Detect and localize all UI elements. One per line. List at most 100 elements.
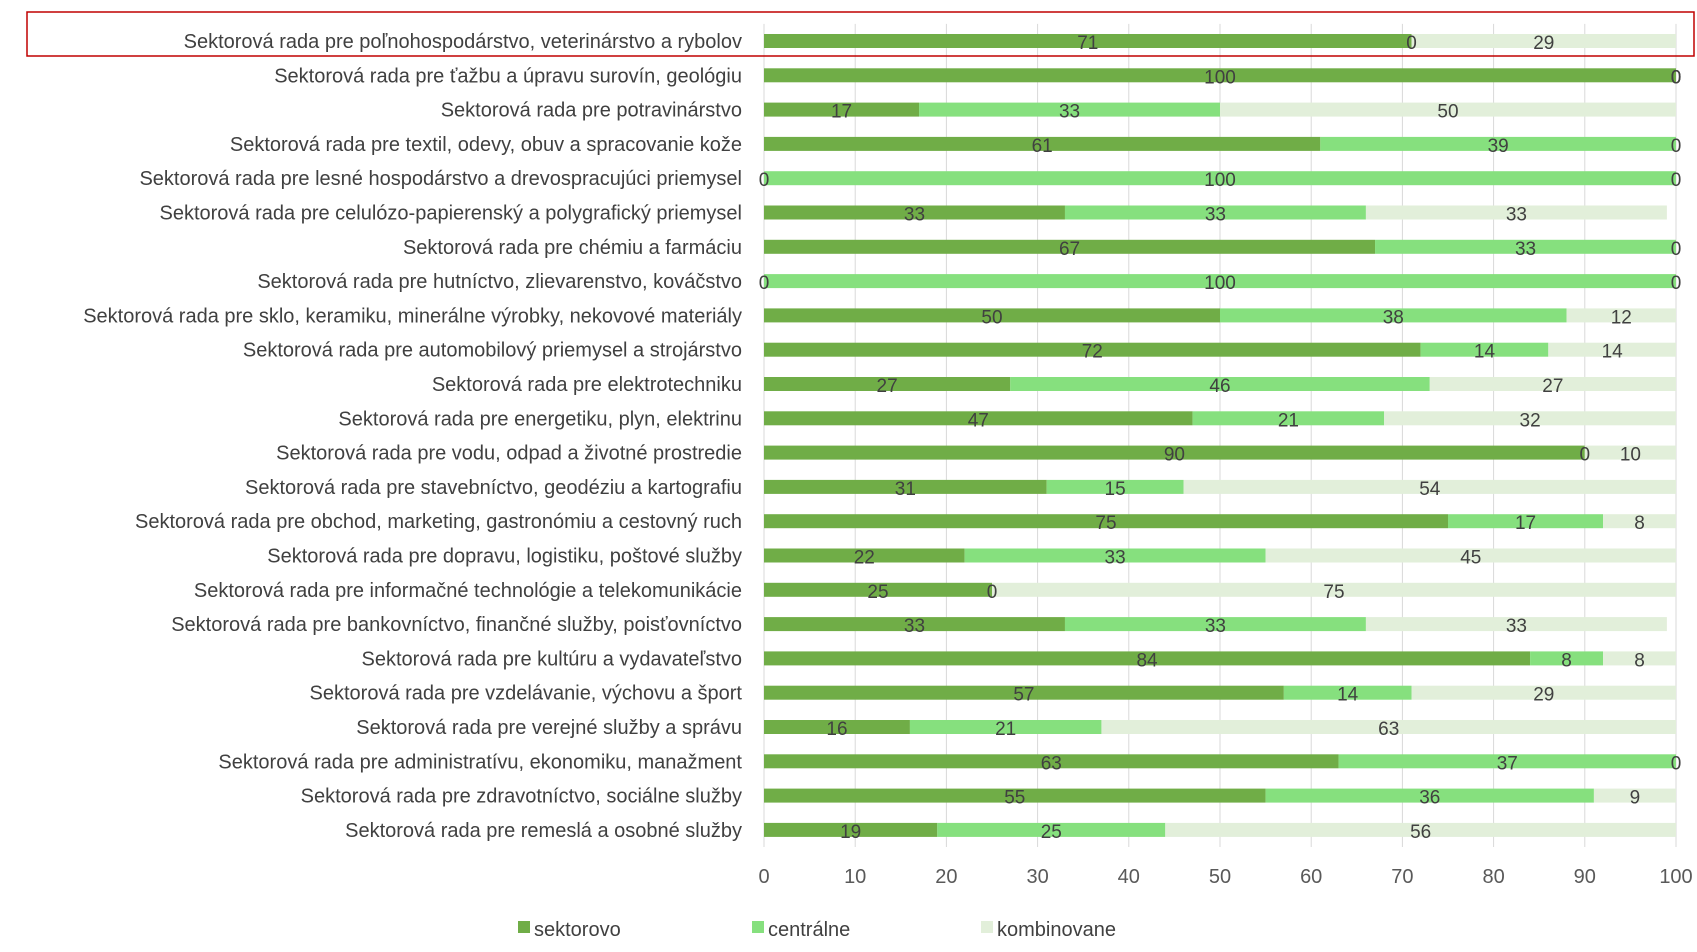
bar-segment: [937, 822, 1166, 837]
data-label: 0: [987, 582, 998, 603]
x-tick-label: 100: [1659, 866, 1692, 888]
bar-segment: [1593, 788, 1676, 803]
data-label: 38: [1383, 307, 1404, 328]
bar-segment: [764, 617, 1065, 632]
legend-swatch: [518, 921, 530, 933]
bar-segment: [1548, 342, 1676, 357]
data-label: 54: [1419, 479, 1441, 500]
bar-segment: [1338, 754, 1676, 769]
category-label: Sektorová rada pre textil, odevy, obuv a…: [230, 134, 742, 156]
data-label: 37: [1497, 753, 1518, 774]
legend-swatch: [752, 921, 764, 933]
bar-segment: [1566, 308, 1676, 323]
bar-segment: [1283, 685, 1412, 700]
bar-segment: [764, 308, 1220, 323]
data-label: 29: [1533, 685, 1554, 706]
bar-segment: [1365, 205, 1667, 220]
data-label: 0: [1406, 33, 1417, 54]
data-label: 33: [1506, 616, 1527, 637]
category-label: Sektorová rada pre poľnohospodárstvo, ve…: [184, 31, 742, 53]
data-label: 33: [1506, 205, 1527, 226]
category-labels: Sektorová rada pre poľnohospodárstvo, ve…: [83, 31, 742, 842]
data-label: 25: [867, 582, 888, 603]
bar-segment: [764, 34, 1412, 48]
data-label: 33: [1515, 239, 1536, 260]
bar-segment: [1411, 685, 1676, 700]
data-label: 100: [1204, 170, 1236, 191]
x-tick-label: 50: [1209, 866, 1231, 888]
bar-segment: [764, 68, 1676, 83]
bars: [764, 34, 1676, 837]
data-label: 33: [1059, 102, 1080, 123]
grid-lines: [763, 23, 1677, 848]
bar-segment: [919, 102, 1220, 117]
category-label: Sektorová rada pre zdravotníctvo, sociál…: [301, 786, 742, 808]
data-label: 75: [1323, 582, 1344, 603]
data-label: 33: [904, 205, 925, 226]
x-tick-label: 60: [1300, 866, 1322, 888]
data-label: 0: [1671, 273, 1682, 294]
data-label: 71: [1077, 33, 1098, 54]
category-label: Sektorová rada pre automobilový priemyse…: [243, 340, 742, 362]
data-label: 50: [981, 307, 1002, 328]
data-label: 36: [1419, 788, 1440, 809]
category-label: Sektorová rada pre elektrotechniku: [432, 374, 742, 396]
data-label: 27: [1542, 376, 1563, 397]
data-label: 21: [995, 719, 1016, 740]
x-tick-label: 40: [1118, 866, 1140, 888]
x-tick-label: 70: [1391, 866, 1413, 888]
data-label: 14: [1474, 342, 1496, 363]
bar-segment: [1265, 788, 1594, 803]
category-label: Sektorová rada pre chémiu a farmáciu: [403, 237, 742, 259]
bar-segment: [764, 274, 1676, 289]
category-label: Sektorová rada pre potravinárstvo: [441, 100, 742, 122]
category-label: Sektorová rada pre informačné technológi…: [194, 580, 742, 602]
x-tick-label: 30: [1026, 866, 1048, 888]
legend: sektorovo centrálne kombinovane: [518, 919, 1116, 941]
data-label: 8: [1634, 513, 1645, 534]
bar-segment: [992, 582, 1676, 597]
bar-segment: [1010, 377, 1430, 391]
data-label: 0: [1671, 170, 1682, 191]
legend-swatch: [981, 921, 993, 933]
bar-segment: [764, 205, 1065, 220]
bar-segment: [764, 754, 1339, 769]
data-label: 63: [1041, 753, 1062, 774]
data-label: 14: [1337, 685, 1359, 706]
legend-label: sektorovo: [534, 919, 621, 941]
data-label: 25: [1041, 822, 1062, 843]
data-label: 17: [1515, 513, 1536, 534]
highlight-rectangle: [26, 11, 1695, 57]
x-axis-ticks: 0 10 20 30 40 50 60 70 80 90 100: [758, 866, 1692, 888]
data-label: 72: [1082, 342, 1103, 363]
category-label: Sektorová rada pre sklo, keramiku, miner…: [83, 305, 742, 327]
data-label: 57: [1013, 685, 1034, 706]
highlight-box: [26, 11, 1695, 57]
bar-segment: [764, 171, 1676, 186]
bar-segment: [764, 685, 1284, 700]
data-label: 32: [1520, 410, 1541, 431]
bar-segment: [1320, 136, 1676, 151]
data-label: 14: [1602, 342, 1624, 363]
bar-segment: [764, 445, 1585, 460]
bar-segment: [1101, 720, 1676, 734]
bar-segment: [1429, 377, 1676, 391]
bar-segment: [1375, 239, 1676, 254]
data-label: 9: [1630, 788, 1641, 809]
data-label: 15: [1105, 479, 1126, 500]
data-label: 0: [1580, 445, 1591, 466]
data-label: 56: [1410, 822, 1431, 843]
data-label: 12: [1611, 307, 1632, 328]
bar-segment: [1064, 205, 1366, 220]
bar-segment: [764, 548, 965, 563]
data-label: 0: [1671, 67, 1682, 88]
data-label: 47: [968, 410, 989, 431]
data-label: 33: [1205, 616, 1226, 637]
bar-segment: [764, 342, 1421, 357]
category-label: Sektorová rada pre ťažbu a úpravu suroví…: [274, 65, 742, 87]
data-label: 21: [1278, 410, 1299, 431]
data-label: 0: [1671, 753, 1682, 774]
bar-segment: [1603, 651, 1676, 666]
